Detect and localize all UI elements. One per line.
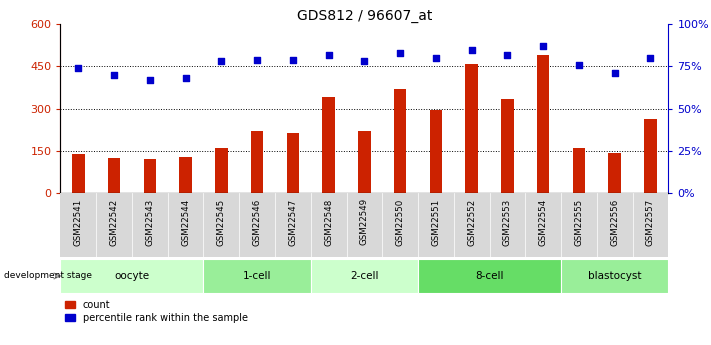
- Text: GSM22547: GSM22547: [289, 198, 297, 246]
- Text: 2-cell: 2-cell: [350, 271, 379, 281]
- Text: development stage: development stage: [4, 272, 92, 280]
- Text: GSM22555: GSM22555: [574, 198, 584, 246]
- Point: [108, 72, 119, 78]
- Text: GSM22550: GSM22550: [395, 198, 405, 246]
- Text: GSM22546: GSM22546: [252, 198, 262, 246]
- Bar: [287, 132, 299, 193]
- Point: [466, 47, 477, 52]
- Text: GSM22551: GSM22551: [432, 198, 440, 246]
- Point: [395, 50, 406, 56]
- Text: GSM22549: GSM22549: [360, 198, 369, 245]
- Point: [215, 59, 227, 64]
- Bar: [215, 148, 228, 193]
- Bar: [108, 158, 120, 193]
- Bar: [60, 193, 668, 257]
- Point: [573, 62, 584, 68]
- Text: GSM22557: GSM22557: [646, 198, 655, 246]
- Text: blastocyst: blastocyst: [588, 271, 641, 281]
- Point: [287, 57, 299, 62]
- Text: GSM22554: GSM22554: [539, 198, 547, 246]
- Bar: [179, 157, 192, 193]
- Text: 1-cell: 1-cell: [243, 271, 272, 281]
- Bar: [644, 119, 657, 193]
- Point: [73, 65, 84, 71]
- Bar: [561, 259, 668, 293]
- Bar: [466, 63, 478, 193]
- Bar: [72, 154, 85, 193]
- Point: [358, 59, 370, 64]
- Text: GSM22542: GSM22542: [109, 198, 119, 246]
- Text: GSM22541: GSM22541: [74, 198, 82, 246]
- Bar: [311, 259, 418, 293]
- Bar: [572, 148, 585, 193]
- Bar: [537, 55, 550, 193]
- Text: GSM22548: GSM22548: [324, 198, 333, 246]
- Bar: [60, 259, 203, 293]
- Point: [645, 55, 656, 61]
- Point: [180, 76, 191, 81]
- Point: [538, 43, 549, 49]
- Point: [430, 55, 442, 61]
- Point: [323, 52, 334, 57]
- Text: GSM22543: GSM22543: [145, 198, 154, 246]
- Point: [502, 52, 513, 57]
- Bar: [394, 89, 407, 193]
- Bar: [358, 131, 370, 193]
- Point: [144, 77, 156, 83]
- Bar: [501, 99, 513, 193]
- Bar: [322, 97, 335, 193]
- Legend: count, percentile rank within the sample: count, percentile rank within the sample: [65, 300, 248, 323]
- Point: [252, 57, 263, 62]
- Text: oocyte: oocyte: [114, 271, 149, 281]
- Text: GSM22552: GSM22552: [467, 198, 476, 246]
- Text: GSM22553: GSM22553: [503, 198, 512, 246]
- Text: 8-cell: 8-cell: [475, 271, 504, 281]
- Title: GDS812 / 96607_at: GDS812 / 96607_at: [296, 9, 432, 23]
- Bar: [144, 159, 156, 193]
- Text: GSM22544: GSM22544: [181, 198, 190, 246]
- Bar: [251, 131, 263, 193]
- Text: GSM22545: GSM22545: [217, 198, 226, 246]
- Bar: [429, 110, 442, 193]
- Text: GSM22556: GSM22556: [610, 198, 619, 246]
- Bar: [609, 153, 621, 193]
- Point: [609, 70, 621, 76]
- Bar: [418, 259, 561, 293]
- Bar: [203, 259, 311, 293]
